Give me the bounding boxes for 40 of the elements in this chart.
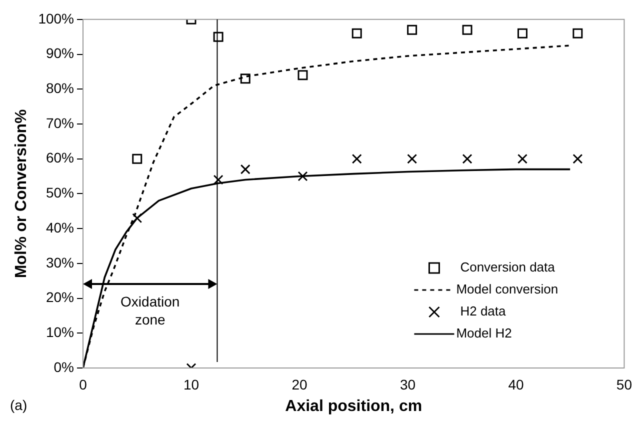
y-tick-label: 80% [46, 80, 74, 96]
point [352, 154, 362, 164]
legend-label: Model H2 [456, 326, 512, 341]
point [240, 74, 250, 84]
point [462, 154, 472, 164]
legend-label: H2 data [460, 304, 507, 319]
x-tick-label: 20 [292, 376, 308, 392]
y-tick-label: 60% [46, 150, 74, 166]
y-axis-title: Mol% or Conversion% [13, 109, 30, 278]
y-tick-label: 30% [46, 254, 74, 270]
y-tick-label: 0% [54, 358, 74, 375]
y-tick-label: 70% [46, 114, 74, 131]
y-tick-label: 90% [46, 45, 74, 62]
point [572, 28, 583, 38]
x-tick-label: 0 [79, 376, 88, 392]
point [298, 70, 308, 80]
y-tick-label: 50% [46, 184, 74, 201]
x-tick-label: 30 [400, 376, 416, 392]
x-tick-label: 10 [183, 376, 200, 392]
x-tick-label: 40 [508, 376, 524, 392]
point [352, 28, 362, 38]
y-tick-label: 40% [46, 219, 74, 236]
legend-label: Conversion data [460, 260, 556, 275]
y-tick-label: 10% [46, 324, 74, 340]
point [407, 154, 418, 164]
point [213, 32, 224, 42]
text: (a) [10, 397, 28, 413]
point [407, 24, 418, 35]
point [462, 24, 472, 35]
x-tick-label: 50 [616, 376, 632, 392]
annotation: Oxidation zone [120, 293, 180, 328]
point [572, 154, 583, 164]
point [240, 164, 250, 174]
point [517, 28, 528, 38]
point [517, 154, 528, 164]
y-tick-label: 20% [46, 289, 74, 306]
legend-label: Model conversion [456, 282, 558, 297]
x-axis-title: Axial position, cm [285, 398, 422, 415]
y-tick-label: 100% [38, 10, 74, 26]
point [132, 154, 142, 164]
